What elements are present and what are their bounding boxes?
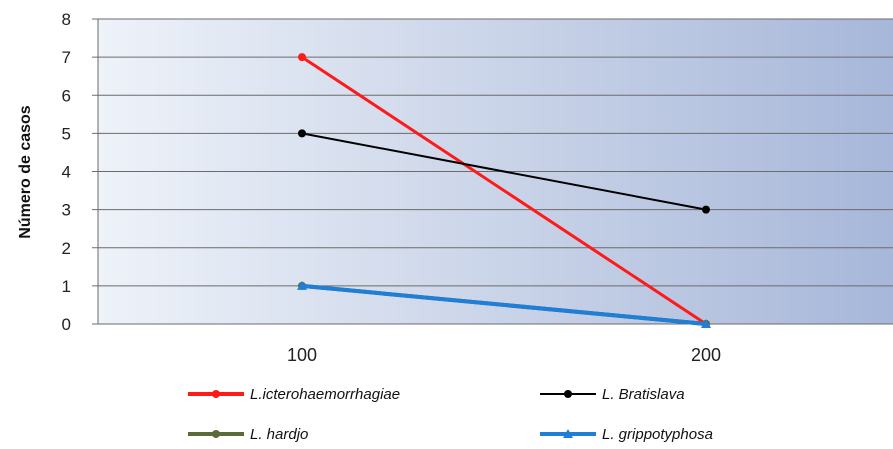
legend-swatch-marker bbox=[563, 429, 573, 438]
series-line bbox=[301, 283, 707, 326]
legend-label: L.icterohaemorrhagiae bbox=[250, 386, 400, 403]
series-layer bbox=[297, 53, 711, 328]
y-tick-label: 6 bbox=[62, 86, 71, 105]
legend-swatch-marker bbox=[212, 390, 220, 398]
series-line bbox=[301, 132, 707, 211]
y-tick-label: 0 bbox=[62, 315, 71, 334]
legend-item: L. Bratislava bbox=[540, 386, 685, 403]
legend-label: L. grippotyphosa bbox=[602, 426, 713, 443]
y-tick-label: 2 bbox=[62, 239, 71, 258]
data-point bbox=[298, 53, 306, 62]
data-point bbox=[702, 205, 710, 214]
legend-label: L. hardjo bbox=[250, 426, 308, 443]
legend-item: L.icterohaemorrhagiae bbox=[188, 386, 400, 403]
legend-label: L. Bratislava bbox=[602, 386, 685, 403]
data-point bbox=[701, 319, 711, 328]
data-point bbox=[298, 129, 306, 138]
legend: L.icterohaemorrhagiae L. Bratislava L. har… bbox=[188, 386, 713, 443]
legend-swatch-marker bbox=[564, 390, 572, 398]
series-3 bbox=[297, 280, 711, 328]
series-1 bbox=[298, 129, 710, 214]
y-tick-label: 4 bbox=[62, 163, 71, 182]
x-axis-ticks: 100 200 bbox=[287, 345, 721, 365]
x-tick-label: 100 bbox=[287, 345, 317, 365]
y-tick-label: 7 bbox=[62, 48, 71, 67]
legend-item: L. hardjo bbox=[188, 426, 308, 443]
y-tick-label: 3 bbox=[62, 201, 71, 220]
series-line bbox=[301, 55, 707, 326]
data-point bbox=[297, 280, 307, 290]
y-tick-label: 5 bbox=[62, 124, 71, 143]
y-tick-label: 1 bbox=[62, 277, 71, 296]
legend-item: L. grippotyphosa bbox=[540, 426, 713, 443]
x-tick-label: 200 bbox=[691, 345, 721, 365]
grid-lines bbox=[98, 18, 893, 325]
y-axis-ticks: 0 1 2 3 4 5 6 7 8 bbox=[62, 10, 99, 334]
legend-swatch-marker bbox=[212, 430, 220, 438]
y-tick-label: 8 bbox=[62, 10, 71, 29]
y-axis-title: Número de casos bbox=[17, 105, 34, 238]
